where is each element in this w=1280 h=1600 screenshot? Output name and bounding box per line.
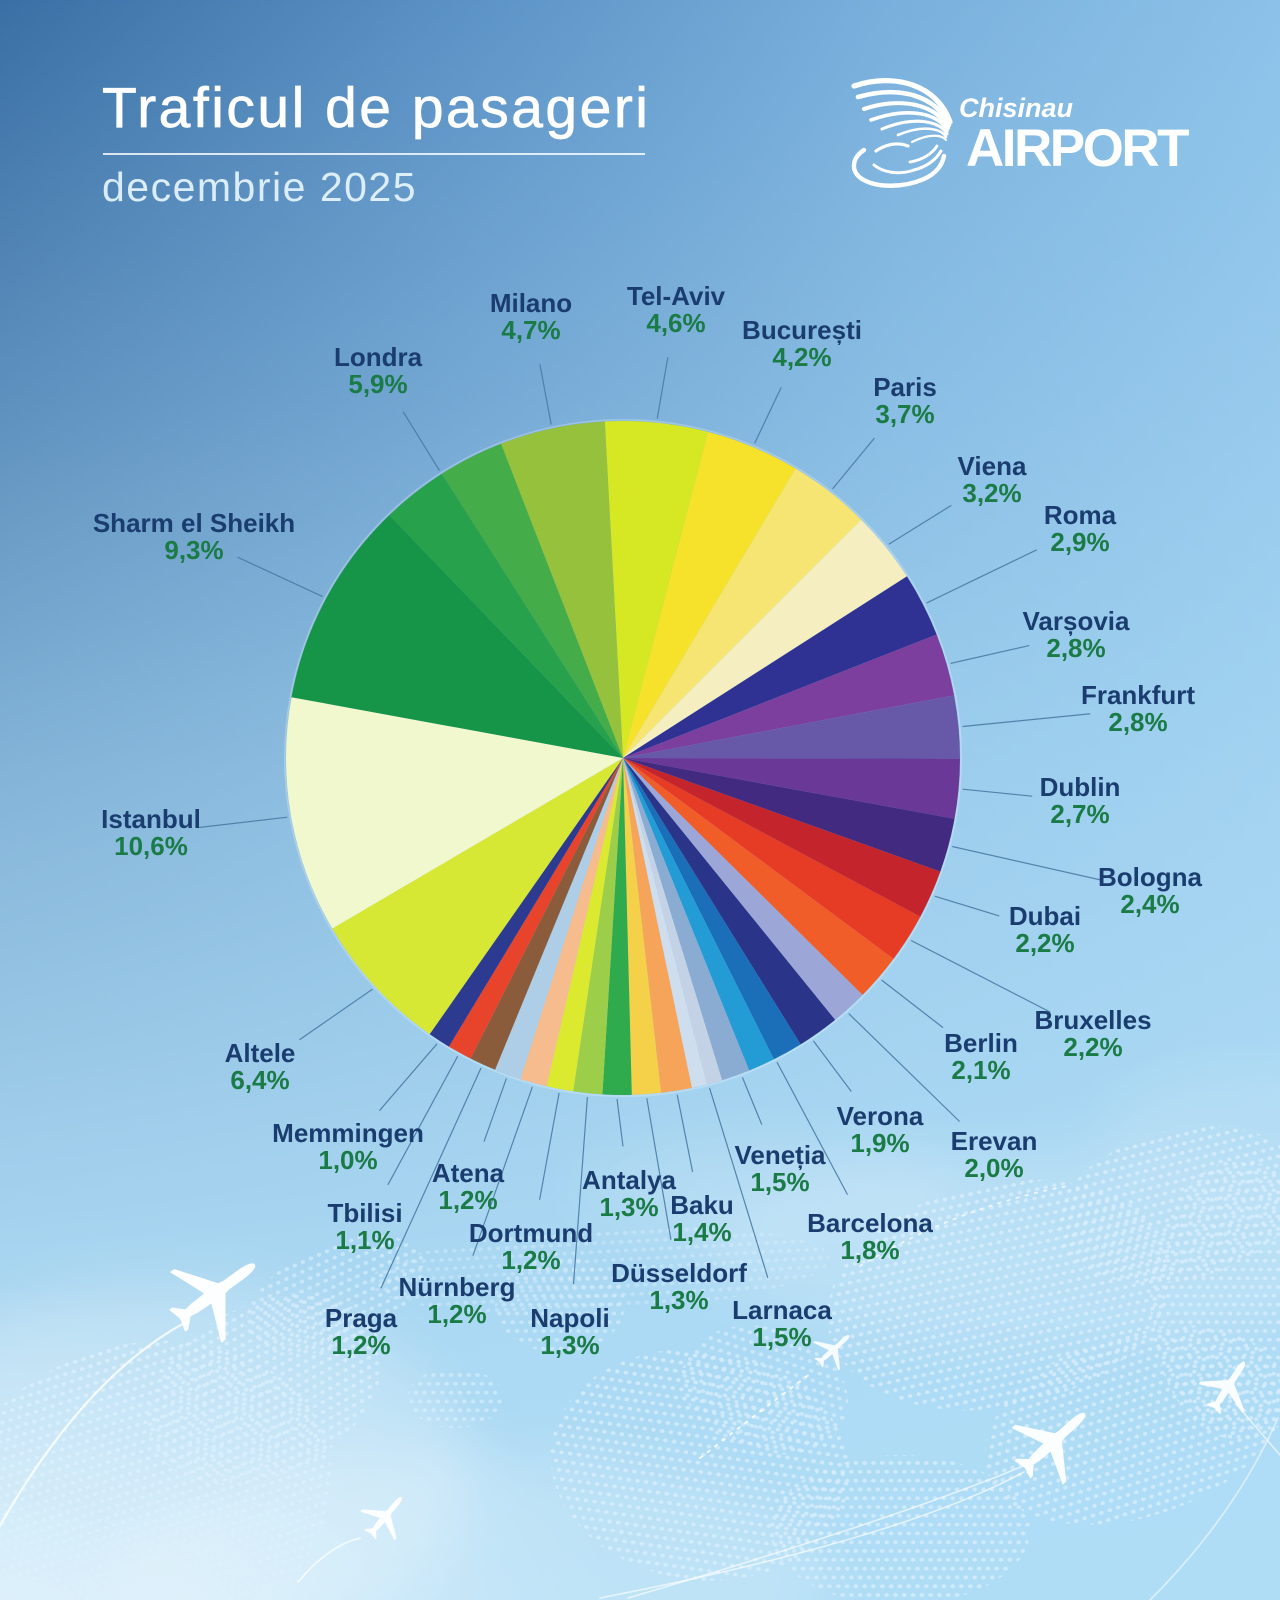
- svg-text:AIRPORT: AIRPORT: [966, 119, 1189, 178]
- svg-text:Chisinau: Chisinau: [959, 93, 1074, 123]
